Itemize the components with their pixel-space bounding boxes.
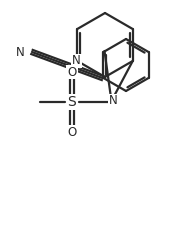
Text: O: O xyxy=(67,66,77,78)
Text: N: N xyxy=(72,54,81,68)
Text: O: O xyxy=(67,126,77,138)
Text: S: S xyxy=(68,95,76,109)
Text: N: N xyxy=(16,46,24,59)
Text: N: N xyxy=(109,94,117,108)
